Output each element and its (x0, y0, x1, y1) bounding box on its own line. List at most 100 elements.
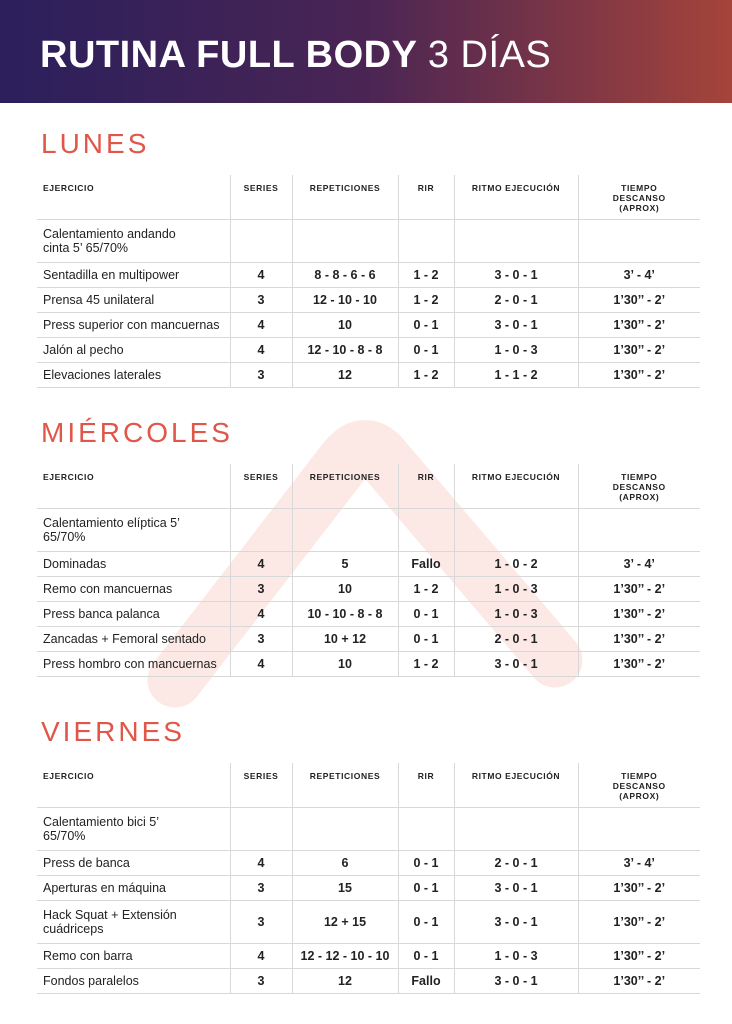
exercise-name: Fondos paralelos (37, 968, 230, 994)
exercise-name: Dominadas (37, 551, 230, 577)
column-header: TIEMPO DESCANSO (APROX) (577, 175, 700, 220)
empty-cell (397, 508, 454, 552)
exercise-row: Fondos paralelos 3 12 Fallo 3 - 0 - 1 1’30’’ … (37, 968, 700, 994)
cell-value: 10 (291, 312, 398, 338)
cell-value: 3’ - 4’ (577, 551, 700, 577)
column-header: TIEMPO DESCANSO (APROX) (577, 464, 700, 509)
cell-value: 12 - 10 - 10 (291, 287, 398, 313)
cell-value: 4 (229, 943, 292, 969)
column-header: RIR (397, 464, 454, 509)
column-header: TIEMPO DESCANSO (APROX) (577, 763, 700, 808)
exercise-name: Calentamiento elíptica 5’ 65/70% (37, 508, 230, 552)
cell-value: 10 (291, 651, 398, 677)
empty-cell (397, 219, 454, 263)
routine-table: EJERCICIO SERIES REPETICIONES RIR RITMO EJEC… (37, 763, 700, 994)
day-section: LUNES EJERCICIO SERIES REPETICIONES RIR RITMO… (37, 128, 700, 388)
cell-value: 3’ - 4’ (577, 262, 700, 288)
column-header: SERIES (229, 464, 292, 509)
header: RUTINA FULL BODY 3 DÍAS (0, 0, 732, 103)
cell-value: 12 - 12 - 10 - 10 (291, 943, 398, 969)
empty-cell (577, 807, 700, 851)
cell-value: 1’30’’ - 2’ (577, 312, 700, 338)
cell-value: 1 - 0 - 3 (453, 576, 578, 602)
cell-value: 1 - 2 (397, 651, 454, 677)
day-title: MIÉRCOLES (41, 417, 233, 448)
cell-value: 1 - 0 - 3 (453, 601, 578, 627)
cell-value: 3 - 0 - 1 (453, 312, 578, 338)
day-title: VIERNES (41, 716, 185, 747)
column-header: REPETICIONES (291, 175, 398, 220)
cell-value: 10 - 10 - 8 - 8 (291, 601, 398, 627)
cell-value: 1’30’’ - 2’ (577, 900, 700, 944)
cell-value: 1’30’’ - 2’ (577, 943, 700, 969)
cell-value: 4 (229, 601, 292, 627)
cell-value: 1 - 2 (397, 362, 454, 388)
cell-value: 3 - 0 - 1 (453, 875, 578, 901)
cell-value: 3 - 0 - 1 (453, 651, 578, 677)
exercise-name: Hack Squat + Extensión cuádriceps (37, 900, 230, 944)
column-header: REPETICIONES (291, 763, 398, 808)
cell-value: 10 + 12 (291, 626, 398, 652)
exercise-row: Dominadas 4 5 Fallo 1 - 0 - 2 3’ - 4’ (37, 551, 700, 577)
exercise-row: Hack Squat + Extensión cuádriceps 3 12 + 1… (37, 900, 700, 944)
column-header: SERIES (229, 763, 292, 808)
cell-value: 3 (229, 626, 292, 652)
cell-value: 1 - 0 - 3 (453, 337, 578, 363)
column-header: RITMO EJECUCIÓN (453, 763, 578, 808)
exercise-row: Calentamiento andando cinta 5’ 65/70% (37, 219, 700, 263)
empty-cell (453, 508, 578, 552)
exercise-name: Zancadas + Femoral sentado (37, 626, 230, 652)
cell-value: 6 (291, 850, 398, 876)
exercise-name: Aperturas en máquina (37, 875, 230, 901)
exercise-row: Calentamiento bici 5’ 65/70% (37, 807, 700, 851)
cell-value: 4 (229, 337, 292, 363)
cell-value: 4 (229, 651, 292, 677)
exercise-name: Sentadilla en multipower (37, 262, 230, 288)
cell-value: 1 - 1 - 2 (453, 362, 578, 388)
cell-value: 1 - 0 - 2 (453, 551, 578, 577)
title-light: 3 DÍAS (427, 34, 552, 76)
cell-value: 3’ - 4’ (577, 850, 700, 876)
routine-table: EJERCICIO SERIES REPETICIONES RIR RITMO EJEC… (37, 175, 700, 388)
exercise-name: Press banca palanca (37, 601, 230, 627)
cell-value: 1’30’’ - 2’ (577, 626, 700, 652)
cell-value: 3 - 0 - 1 (453, 968, 578, 994)
cell-value: 12 - 10 - 8 - 8 (291, 337, 398, 363)
cell-value: 12 + 15 (291, 900, 398, 944)
header-row: EJERCICIO SERIES REPETICIONES RIR RITMO EJEC… (37, 763, 700, 808)
empty-cell (229, 219, 292, 263)
cell-value: 1’30’’ - 2’ (577, 287, 700, 313)
day-section: MIÉRCOLES EJERCICIO SERIES REPETICIONES RIR R… (37, 417, 700, 677)
cell-value: 5 (291, 551, 398, 577)
exercise-name: Prensa 45 unilateral (37, 287, 230, 313)
cell-value: 8 - 8 - 6 - 6 (291, 262, 398, 288)
cell-value: 3 (229, 875, 292, 901)
empty-cell (291, 508, 398, 552)
exercise-name: Elevaciones laterales (37, 362, 230, 388)
cell-value: 1’30’’ - 2’ (577, 875, 700, 901)
cell-value: 15 (291, 875, 398, 901)
header-row: EJERCICIO SERIES REPETICIONES RIR RITMO EJEC… (37, 464, 700, 509)
cell-value: 1 - 0 - 3 (453, 943, 578, 969)
empty-cell (453, 807, 578, 851)
day-title: LUNES (41, 128, 150, 159)
cell-value: 3 (229, 576, 292, 602)
cell-value: 3 (229, 900, 292, 944)
cell-value: 10 (291, 576, 398, 602)
cell-value: 3 - 0 - 1 (453, 262, 578, 288)
column-header: EJERCICIO (37, 464, 230, 509)
exercise-name: Remo con barra (37, 943, 230, 969)
cell-value: 0 - 1 (397, 875, 454, 901)
empty-cell (397, 807, 454, 851)
column-header: RIR (397, 763, 454, 808)
empty-cell (291, 219, 398, 263)
cell-value: 1’30’’ - 2’ (577, 362, 700, 388)
cell-value: 0 - 1 (397, 900, 454, 944)
cell-value: 4 (229, 850, 292, 876)
